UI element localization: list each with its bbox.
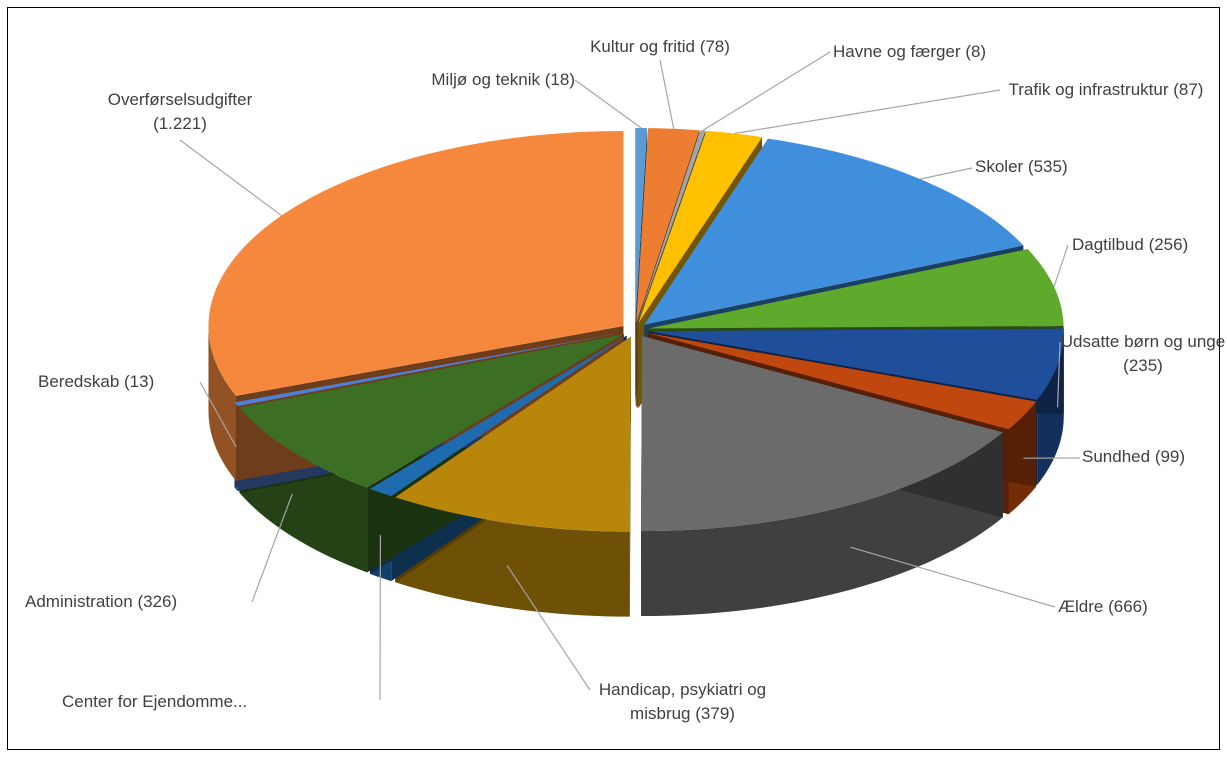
chart-frame (7, 7, 1220, 750)
leader-line (1053, 244, 1069, 287)
data-label: Sundhed (99) (1082, 445, 1227, 469)
category-name: Kultur og fritid (590, 37, 695, 56)
category-name: Trafik og infrastruktur (1008, 80, 1169, 99)
data-label: Kultur og fritid (78) (560, 35, 760, 59)
value-label: (87) (1173, 80, 1204, 99)
leader-line (251, 493, 293, 603)
slice (641, 336, 1003, 532)
data-label: Beredskab (13) (38, 370, 228, 394)
data-label: Udsatte børn og unge (235) (1058, 330, 1227, 378)
value-label: (99) (1154, 447, 1186, 466)
category-name: Dagtilbud (1072, 235, 1144, 254)
data-label: Center for Ejendomme... (62, 690, 382, 714)
slice (635, 128, 648, 324)
leader-line (920, 167, 973, 180)
data-label: Administration (326) (25, 590, 265, 614)
slice (636, 128, 700, 324)
slice (638, 130, 763, 324)
slice (637, 130, 706, 324)
category-name: Administration (25, 592, 133, 611)
slice (644, 138, 1024, 325)
data-label: Handicap, psykiatri og misbrug (379) (575, 678, 790, 726)
category-name: Havne og færger (833, 42, 961, 61)
slice (369, 335, 627, 497)
category-name: Handicap, psykiatri og misbrug (598, 680, 767, 723)
leader-line (734, 89, 1001, 135)
category-name: Center for Ejendomme... (62, 692, 248, 711)
slice (395, 336, 631, 532)
data-label: Overførselsudgifter (1.221) (85, 88, 275, 136)
leader-line (850, 546, 1056, 608)
data-label: Havne og færger (8) (833, 40, 1033, 64)
value-label: (326) (137, 592, 178, 611)
value-label: (18) (544, 70, 575, 89)
leader-line (199, 381, 237, 448)
leader-line (702, 51, 831, 132)
data-label: Trafik og infrastruktur (87) (995, 78, 1217, 102)
value-label: (13) (124, 372, 155, 391)
slice (234, 332, 622, 407)
data-label: Ældre (666) (1058, 595, 1227, 619)
leader-line (1056, 341, 1061, 408)
value-label: (535) (1027, 157, 1068, 176)
leader-line (574, 79, 642, 129)
value-label: (1.221) (153, 114, 207, 133)
value-label: (379) (695, 704, 735, 723)
leader-line (179, 139, 282, 217)
value-label: (256) (1148, 235, 1189, 254)
category-name: Sundhed (1082, 447, 1151, 466)
value-label: (235) (1123, 356, 1163, 375)
slice (647, 332, 1037, 430)
category-name: Skoler (975, 157, 1024, 176)
slice (208, 131, 624, 396)
data-label: Skoler (535) (975, 155, 1135, 179)
slice-tops (208, 128, 1064, 532)
leader-line (506, 564, 591, 691)
data-label: Dagtilbud (256) (1072, 233, 1227, 257)
value-label: (78) (699, 37, 730, 56)
slice-side (208, 326, 236, 481)
slice-side (641, 432, 1003, 617)
category-name: Overførselsudgifter (107, 90, 253, 109)
slice (648, 328, 1064, 400)
value-label: (8) (965, 42, 987, 61)
leader-lines (179, 51, 1081, 701)
slice (648, 249, 1064, 329)
value-label: (666) (1108, 597, 1148, 616)
leader-line (659, 59, 675, 129)
category-name: Ældre (1058, 597, 1104, 616)
slice (239, 334, 624, 488)
category-name: Miljø og teknik (431, 70, 541, 89)
data-label: Miljø og teknik (18) (370, 68, 575, 92)
category-name: Udsatte børn og unge (1060, 332, 1226, 351)
category-name: Beredskab (38, 372, 120, 391)
